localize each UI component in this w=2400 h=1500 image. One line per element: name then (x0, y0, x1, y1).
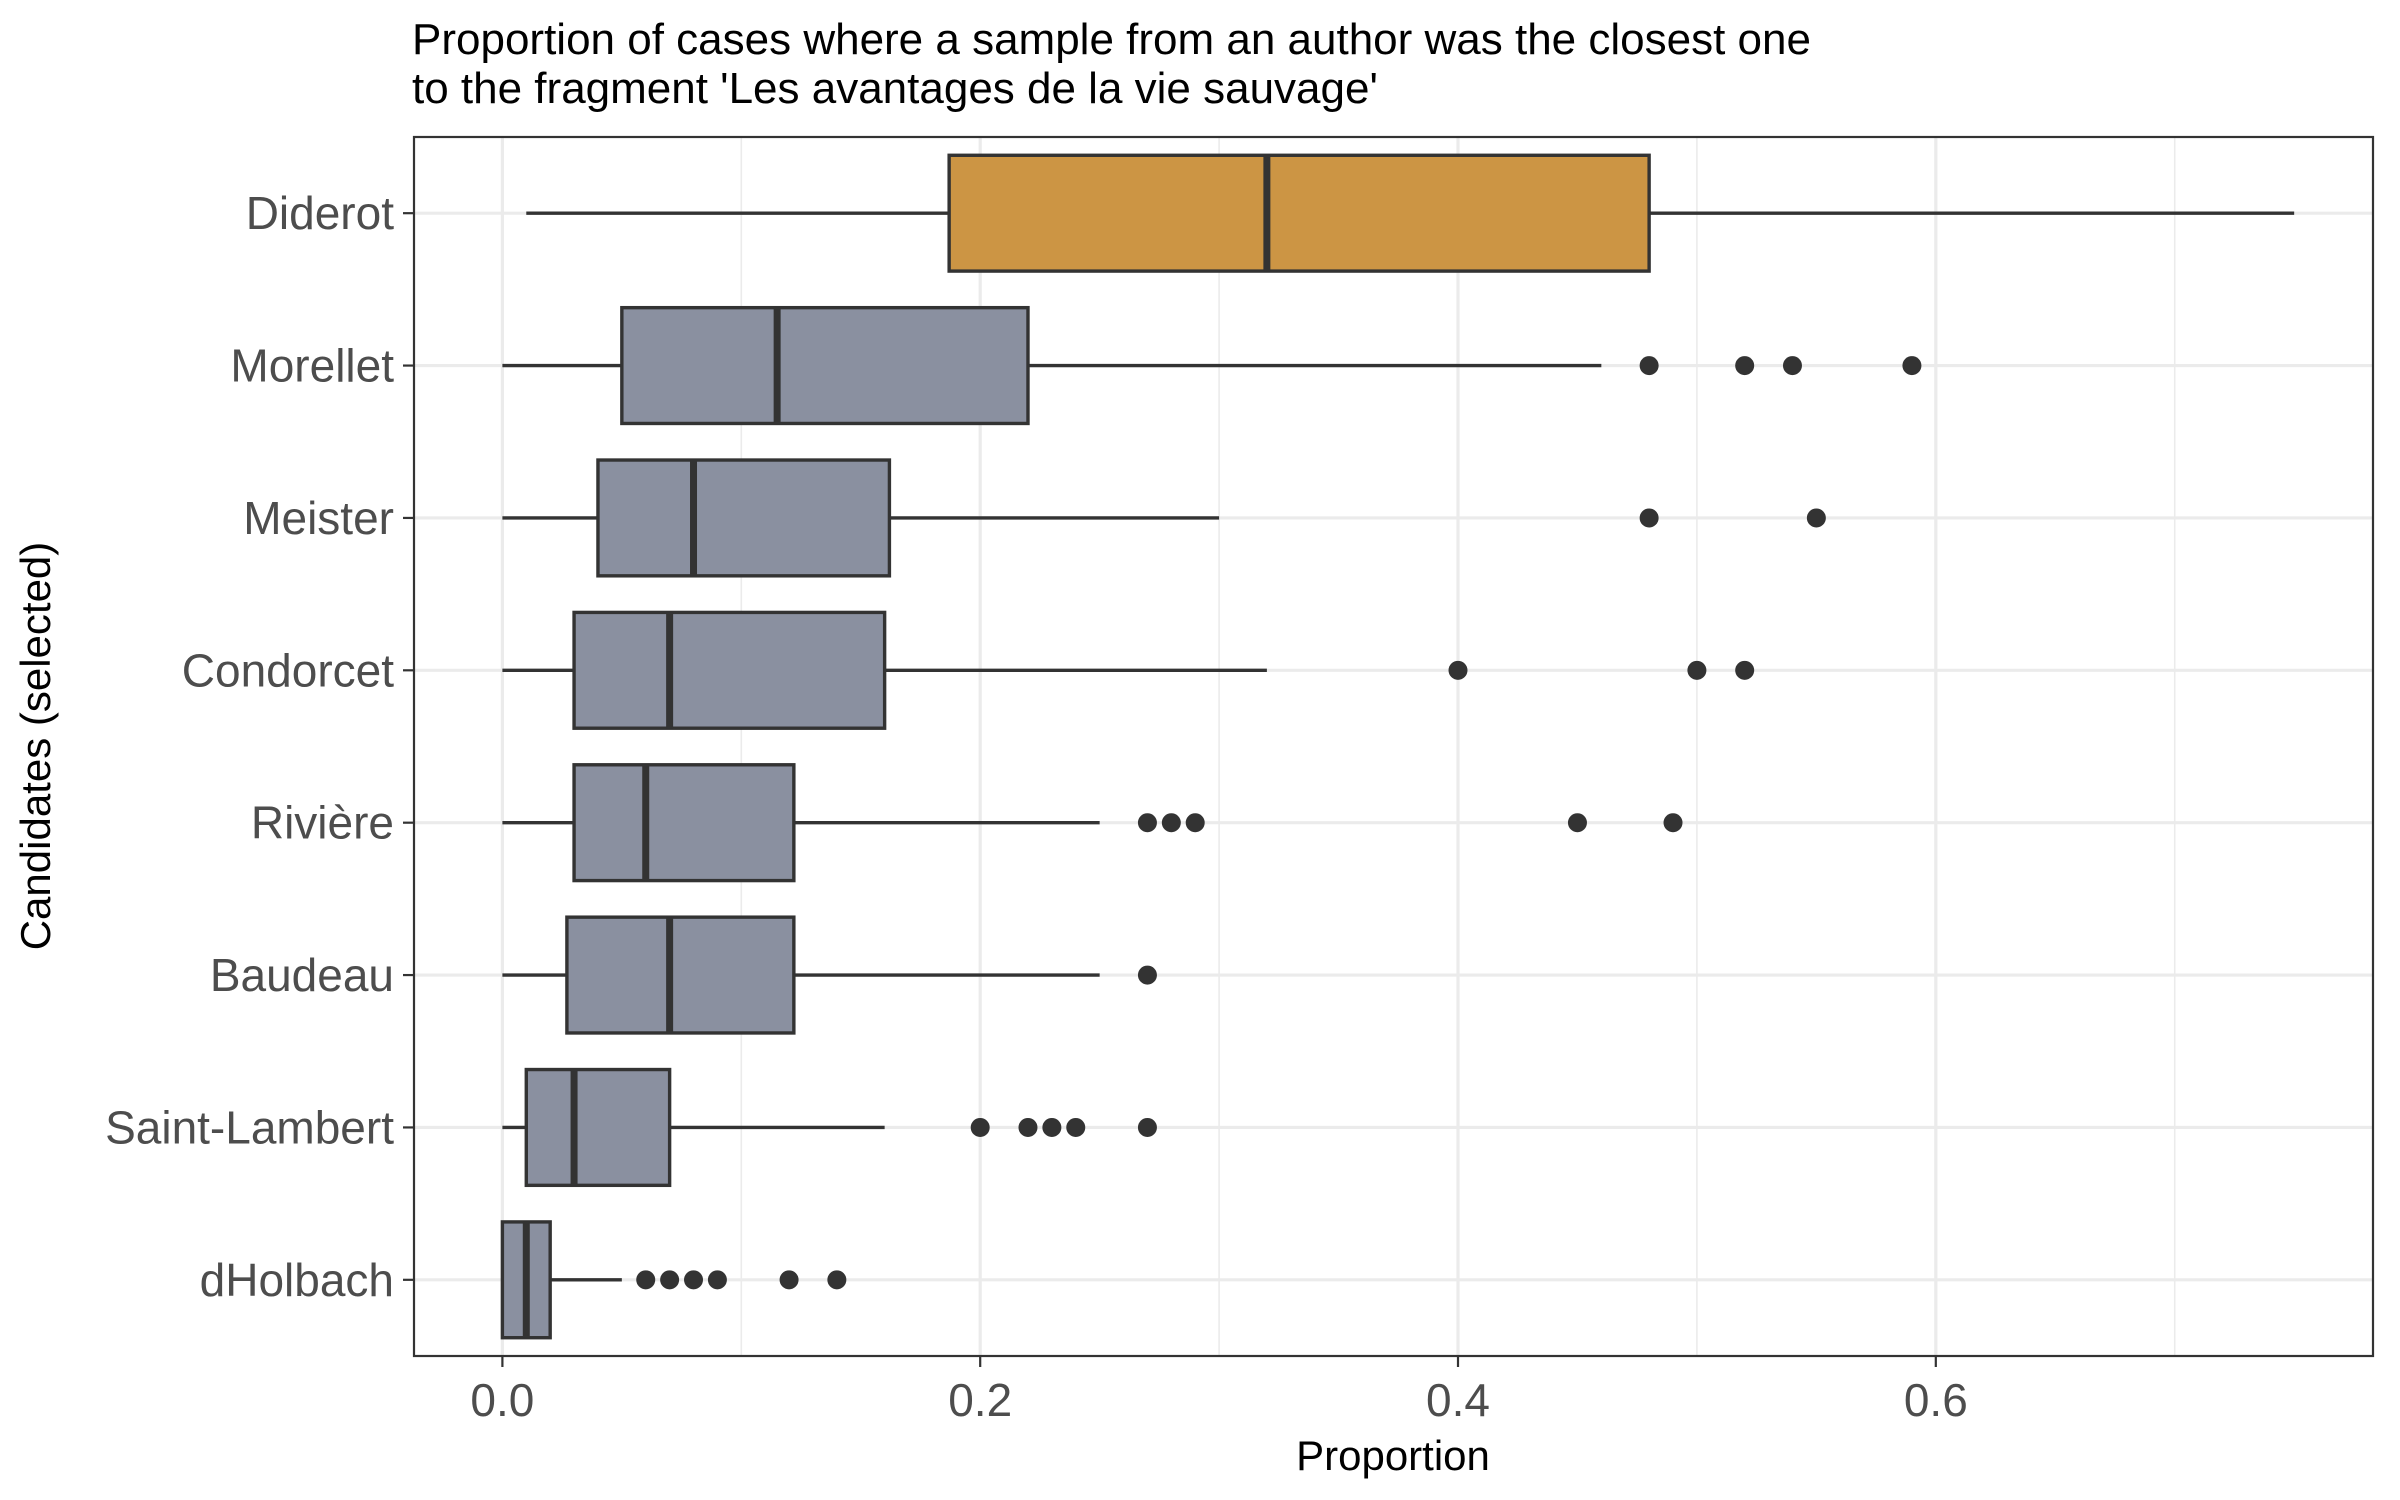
x-axis-title: Proportion (1296, 1432, 1490, 1479)
outlier-point (684, 1270, 704, 1290)
outlier-point (1137, 1117, 1157, 1137)
outlier-point (636, 1270, 656, 1290)
box-iqr (572, 610, 887, 730)
outlier-point (1687, 660, 1707, 680)
outlier-point (1735, 660, 1755, 680)
plot-panel-border (412, 135, 2375, 1358)
x-tick-label: 0.0 (470, 1374, 534, 1426)
y-axis-title: Candidates (selected) (12, 542, 59, 951)
box-group (502, 763, 1683, 883)
outlier-point (779, 1270, 799, 1290)
outlier-point (1663, 813, 1683, 833)
outlier-point (1042, 1117, 1062, 1137)
outlier-point (1137, 813, 1157, 833)
category-label: Condorcet (182, 644, 394, 696)
outlier-point (660, 1270, 680, 1290)
category-label: dHolbach (200, 1254, 394, 1306)
outlier-point (1567, 813, 1587, 833)
outlier-point (1639, 508, 1659, 528)
box-group (526, 153, 2295, 273)
outlier-point (1066, 1117, 1086, 1137)
outlier-point (707, 1270, 727, 1290)
category-label: Morellet (230, 340, 394, 392)
outlier-point (1639, 356, 1659, 376)
outlier-point (1137, 965, 1157, 985)
outlier-point (1448, 660, 1468, 680)
box-iqr (524, 1067, 672, 1188)
category-label: Rivière (251, 797, 394, 849)
x-tick-label: 0.6 (1904, 1374, 1968, 1426)
outlier-point (970, 1117, 990, 1137)
axes: Diderot Morellet Meister Condorcet Rivière Ba… (105, 187, 1968, 1426)
box-iqr (947, 153, 1651, 273)
outlier-point (827, 1270, 847, 1290)
box-iqr (620, 305, 1030, 426)
box-iqr (572, 763, 796, 883)
outlier-point (1902, 356, 1922, 376)
box-iqr (565, 915, 796, 1035)
outlier-point (1735, 356, 1755, 376)
outlier-point (1806, 508, 1826, 528)
category-label: Diderot (246, 187, 395, 239)
outlier-point (1782, 356, 1802, 376)
chart-title-line-1: Proportion of cases where a sample from … (412, 15, 1811, 64)
outlier-point (1161, 813, 1181, 833)
box-group (502, 305, 1922, 426)
x-tick-label: 0.4 (1426, 1374, 1490, 1426)
box-iqr (596, 458, 892, 578)
chart-title-line-2: to the fragment 'Les avantages de la vie… (412, 64, 1378, 113)
category-label: Saint-Lambert (105, 1101, 394, 1153)
box-group (502, 1067, 1157, 1188)
box-group (502, 458, 1826, 578)
outlier-point (1018, 1117, 1038, 1137)
category-label: Baudeau (210, 949, 394, 1001)
x-tick-label: 0.2 (948, 1374, 1012, 1426)
box-group (500, 1220, 847, 1340)
box-group (502, 610, 1755, 730)
category-label: Meister (243, 492, 394, 544)
box-series (500, 153, 2295, 1340)
box-group (502, 915, 1157, 1035)
outlier-point (1185, 813, 1205, 833)
